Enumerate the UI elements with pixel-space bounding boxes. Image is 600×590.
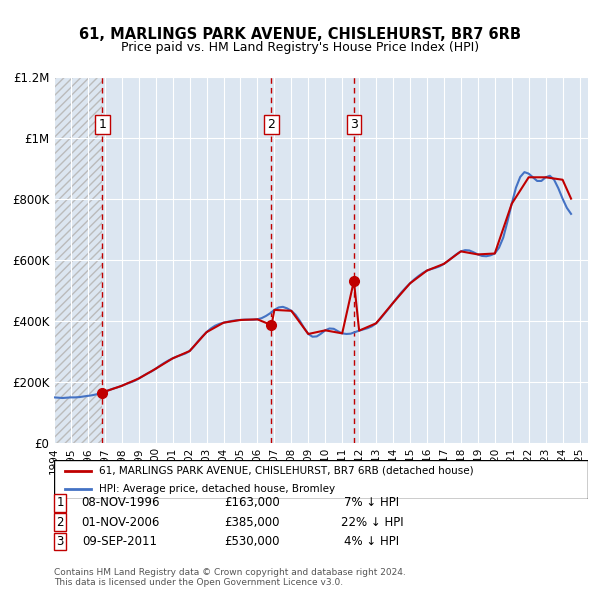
Bar (54, 77, 103, 442)
Text: HPI: Average price, detached house, Bromley: HPI: Average price, detached house, Brom… (100, 484, 335, 494)
Text: 61, MARLINGS PARK AVENUE, CHISLEHURST, BR7 6RB (detached house): 61, MARLINGS PARK AVENUE, CHISLEHURST, B… (100, 466, 474, 476)
Text: Contains HM Land Registry data © Crown copyright and database right 2024.: Contains HM Land Registry data © Crown c… (54, 568, 406, 577)
Text: 4% ↓ HPI: 4% ↓ HPI (344, 535, 400, 548)
Text: 7% ↓ HPI: 7% ↓ HPI (344, 496, 400, 509)
Text: 22% ↓ HPI: 22% ↓ HPI (341, 516, 403, 529)
Text: 1: 1 (56, 496, 64, 509)
Text: 08-NOV-1996: 08-NOV-1996 (81, 496, 159, 509)
Bar (54, 77, 103, 442)
Text: 61, MARLINGS PARK AVENUE, CHISLEHURST, BR7 6RB: 61, MARLINGS PARK AVENUE, CHISLEHURST, B… (79, 27, 521, 41)
Text: 09-SEP-2011: 09-SEP-2011 (83, 535, 157, 548)
Text: 2: 2 (268, 118, 275, 131)
Text: 01-NOV-2006: 01-NOV-2006 (81, 516, 159, 529)
Text: £385,000: £385,000 (224, 516, 280, 529)
Text: 2: 2 (56, 516, 64, 529)
Text: 3: 3 (350, 118, 358, 131)
Text: This data is licensed under the Open Government Licence v3.0.: This data is licensed under the Open Gov… (54, 578, 343, 587)
Text: £163,000: £163,000 (224, 496, 280, 509)
Text: Price paid vs. HM Land Registry's House Price Index (HPI): Price paid vs. HM Land Registry's House … (121, 41, 479, 54)
Text: 3: 3 (56, 535, 64, 548)
Text: £530,000: £530,000 (224, 535, 280, 548)
FancyBboxPatch shape (54, 460, 588, 499)
Text: 1: 1 (98, 118, 106, 131)
